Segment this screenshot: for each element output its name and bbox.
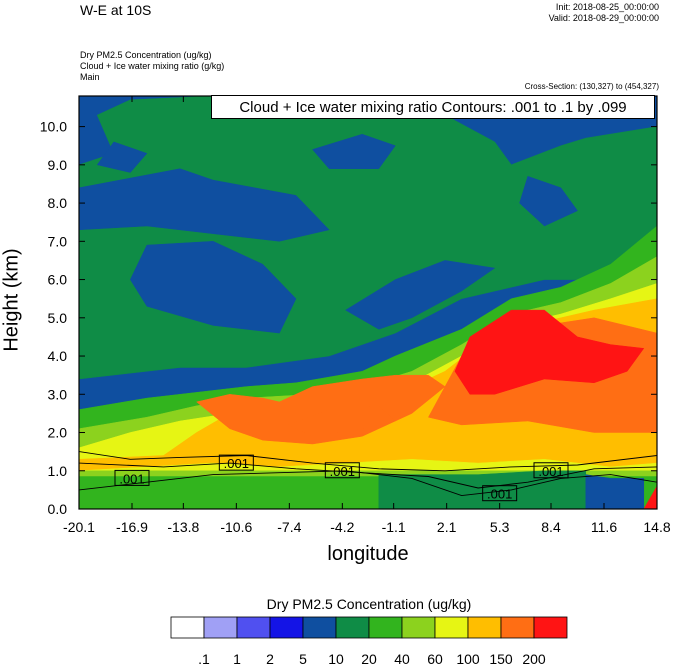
y-tick-label-9: 9.0 bbox=[48, 157, 68, 173]
contour-line-0 bbox=[79, 451, 657, 472]
field-label-main: Main bbox=[80, 72, 100, 82]
contour-line-2 bbox=[79, 462, 657, 489]
colorbar-label-2: 2 bbox=[266, 651, 274, 667]
y-tick-label-5: 5.0 bbox=[48, 310, 68, 326]
shaded-region-15 bbox=[454, 309, 645, 395]
figure-title: W-E at 10S bbox=[80, 2, 152, 18]
colorbar-swatch-0 bbox=[170, 616, 205, 639]
colorbar-swatch-10 bbox=[500, 616, 535, 639]
x-axis-label: longitude bbox=[327, 543, 409, 565]
contour-label-box-2 bbox=[324, 462, 360, 479]
shaded-region-5 bbox=[519, 175, 578, 227]
colorbar-label-10: 200 bbox=[522, 651, 546, 667]
contour-label-box-0 bbox=[114, 469, 150, 486]
x-tick-label-4: -7.4 bbox=[277, 519, 301, 535]
x-tick-label-2: -13.8 bbox=[167, 519, 199, 535]
shaded-region-12 bbox=[196, 374, 446, 445]
contour-label-3: .001 bbox=[487, 487, 512, 502]
x-tick-label-11: 14.8 bbox=[643, 519, 670, 535]
colorbar-swatch-5 bbox=[335, 616, 370, 639]
contour-info-box: Cloud + Ice water mixing ratio Contours:… bbox=[211, 95, 655, 119]
shaded-region-20 bbox=[585, 474, 645, 509]
init-time: Init: 2018-08-25_00:00:00 bbox=[555, 2, 659, 12]
colorbar-title: Dry PM2.5 Concentration (ug/kg) bbox=[266, 596, 472, 612]
y-tick-label-10: 10.0 bbox=[40, 119, 67, 135]
valid-time: Valid: 2018-08-29_00:00:00 bbox=[548, 13, 659, 23]
field-label-pm25: Dry PM2.5 Concentration (ug/kg) bbox=[80, 50, 212, 60]
shaded-region-3 bbox=[130, 241, 297, 334]
colorbar-swatch-1 bbox=[203, 616, 238, 639]
y-tick-label-7: 7.0 bbox=[48, 233, 68, 249]
colorbar-swatch-6 bbox=[368, 616, 403, 639]
shaded-region-4 bbox=[345, 260, 496, 330]
colorbar-label-0: .1 bbox=[198, 651, 210, 667]
x-tick-label-8: 5.3 bbox=[490, 519, 510, 535]
colorbar-label-4: 10 bbox=[328, 651, 344, 667]
y-tick-label-2: 2.0 bbox=[48, 425, 68, 441]
colorbar-swatch-4 bbox=[302, 616, 337, 639]
colorbar-label-6: 40 bbox=[394, 651, 410, 667]
colorbar-label-3: 5 bbox=[299, 651, 307, 667]
colorbar-swatch-7 bbox=[401, 616, 436, 639]
y-tick-label-0: 0.0 bbox=[48, 501, 68, 517]
shaded-region-6 bbox=[312, 133, 396, 169]
contour-label-4: .001 bbox=[538, 464, 563, 479]
colorbar-swatch-11 bbox=[533, 616, 568, 639]
y-tick-label-4: 4.0 bbox=[48, 348, 68, 364]
contour-label-box-3 bbox=[482, 485, 518, 502]
colorbar-label-7: 60 bbox=[427, 651, 443, 667]
colorbar-label-9: 150 bbox=[489, 651, 513, 667]
x-tick-label-3: -10.6 bbox=[220, 519, 252, 535]
y-tick-label-1: 1.0 bbox=[48, 463, 68, 479]
field-label-cloud: Cloud + Ice water mixing ratio (g/kg) bbox=[80, 61, 225, 71]
colorbar-label-5: 20 bbox=[361, 651, 377, 667]
contour-label-box-4 bbox=[533, 462, 569, 479]
shaded-region-21 bbox=[643, 485, 657, 509]
contour-label-0: .001 bbox=[119, 471, 144, 486]
colorbar-swatch-2 bbox=[236, 616, 271, 639]
shaded-region-7 bbox=[96, 141, 148, 173]
x-tick-label-5: -4.2 bbox=[330, 519, 354, 535]
y-tick-label-3: 3.0 bbox=[48, 386, 68, 402]
colorbar-label-8: 100 bbox=[456, 651, 480, 667]
cross-section-label: Cross-Section: (130,327) to (454,327) bbox=[524, 82, 659, 91]
y-tick-label-8: 8.0 bbox=[48, 195, 68, 211]
contour-label-2: .001 bbox=[330, 464, 355, 479]
colorbar-swatch-9 bbox=[467, 616, 502, 639]
colorbar-swatch-8 bbox=[434, 616, 469, 639]
x-tick-label-0: -20.1 bbox=[63, 519, 95, 535]
x-tick-label-1: -16.9 bbox=[116, 519, 148, 535]
x-tick-label-10: 11.6 bbox=[591, 519, 617, 535]
colorbar-swatch-3 bbox=[269, 616, 304, 639]
y-tick-label-6: 6.0 bbox=[48, 272, 68, 288]
y-axis-label: Height (km) bbox=[0, 248, 23, 352]
colorbar-label-1: 1 bbox=[233, 651, 241, 667]
contour-label-1: .001 bbox=[224, 456, 249, 471]
contour-line-1 bbox=[79, 470, 657, 497]
shaded-region-2 bbox=[79, 168, 330, 242]
x-tick-label-7: 2.1 bbox=[437, 519, 457, 535]
x-tick-label-9: 8.4 bbox=[541, 519, 561, 535]
x-tick-label-6: -1.1 bbox=[382, 519, 406, 535]
contour-label-box-1 bbox=[218, 454, 254, 471]
shaded-region-14 bbox=[287, 405, 396, 437]
